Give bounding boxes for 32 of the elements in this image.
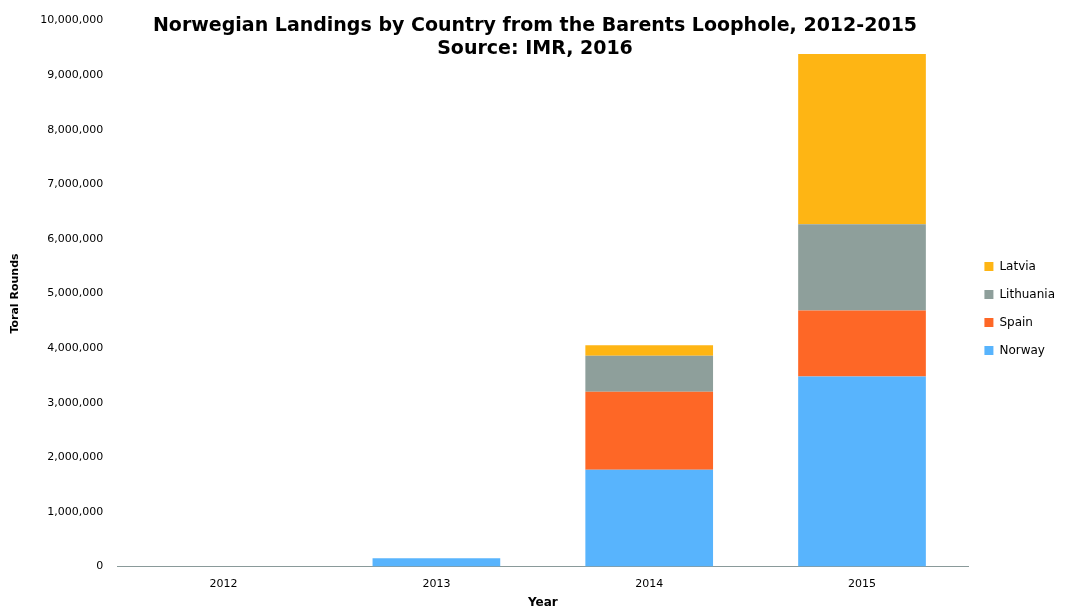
y-tick-label: 3,000,000 [47, 395, 104, 409]
y-tick-label: 8,000,000 [47, 122, 104, 136]
x-tick-label: 2014 [635, 576, 664, 590]
y-tick-label: 0 [96, 559, 104, 573]
x-tick-label: 2012 [209, 576, 238, 590]
bar [798, 53, 926, 225]
y-tick-label: 6,000,000 [47, 231, 104, 245]
bar [798, 376, 926, 567]
legend-label: Spain [999, 314, 1033, 329]
legend-label: Latvia [999, 258, 1036, 273]
text: Source: IMR, 2016 [437, 36, 633, 59]
bar [585, 391, 714, 470]
bar [585, 469, 714, 567]
text: Norwegian Landings by Country from the Barents Loophole, 2012-2015 [152, 13, 918, 36]
bar [585, 355, 714, 392]
bar [798, 224, 926, 311]
bar [585, 345, 714, 356]
y-tick-label: 10,000,000 [40, 13, 104, 27]
y-tick-label: 5,000,000 [47, 286, 104, 300]
y-tick-label: 1,000,000 [47, 504, 104, 518]
x-axis-title: Year [526, 594, 558, 609]
bar [372, 558, 501, 567]
y-axis-title: Toral Rounds [8, 252, 22, 334]
x-tick-label: 2013 [422, 576, 451, 590]
y-tick-label: 7,000,000 [47, 177, 104, 191]
bar [798, 310, 926, 377]
y-tick-label: 4,000,000 [47, 340, 104, 354]
x-tick-label: 2015 [848, 576, 877, 590]
legend-label: Lithuania [999, 286, 1056, 301]
y-tick-label: 9,000,000 [47, 68, 104, 82]
legend-label: Norway [999, 342, 1045, 357]
y-tick-label: 2,000,000 [47, 450, 104, 464]
